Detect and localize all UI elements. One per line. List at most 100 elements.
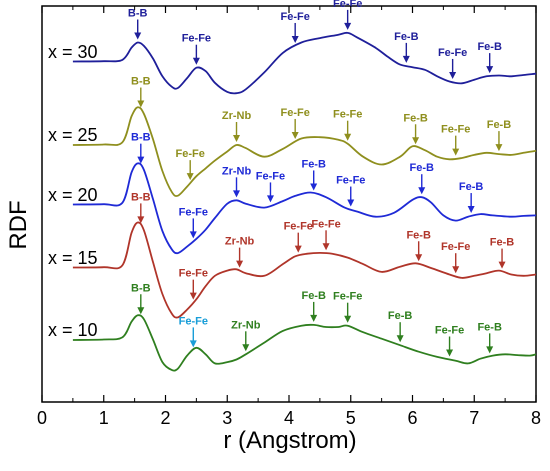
peak-annotation: Fe-B — [477, 321, 502, 354]
annotation-arrow-head — [412, 137, 420, 145]
peak-annotation: Fe-Fe — [179, 206, 208, 239]
peak-annotation: Fe-Fe — [284, 221, 313, 253]
annotation-label: Fe-Fe — [284, 221, 313, 233]
peak-annotation: Fe-B — [406, 229, 431, 262]
annotation-arrow-head — [189, 292, 197, 300]
peak-annotation: Fe-B — [388, 310, 413, 343]
peak-annotation: Fe-Fe — [281, 11, 310, 43]
peak-annotation: Fe-Fe — [311, 218, 341, 251]
curve-label: x = 25 — [48, 125, 98, 145]
annotation-arrow-head — [396, 335, 404, 343]
peak-annotation: Fe-Fe — [438, 47, 467, 79]
peak-annotation: Fe-B — [459, 181, 484, 214]
peak-annotation: B-B — [131, 282, 151, 315]
annotation-arrow-head — [446, 349, 454, 357]
annotation-arrow-head — [467, 206, 475, 214]
peak-annotation: Zr-Nb — [225, 236, 255, 268]
annotation-label: B-B — [128, 8, 148, 20]
x-tick-label: 4 — [284, 408, 294, 428]
curve-label: x = 20 — [48, 185, 98, 205]
annotation-arrow-head — [310, 183, 318, 191]
annotation-label: Fe-B — [477, 41, 502, 53]
annotation-arrow-head — [486, 66, 494, 74]
peak-annotation: Fe-B — [410, 162, 435, 195]
peak-annotation: Fe-Fe — [336, 175, 365, 207]
annotation-label: Fe-B — [403, 112, 428, 124]
peak-annotation: B-B — [128, 8, 148, 40]
peak-annotation: B-B — [131, 76, 151, 108]
annotation-label: B-B — [131, 282, 151, 294]
annotation-label: Fe-Fe — [336, 175, 365, 187]
peak-annotation: Fe-Fe — [333, 291, 362, 323]
curve-x-15 — [72, 221, 537, 319]
annotation-arrow-head — [137, 307, 145, 315]
annotation-label: Fe-B — [388, 310, 413, 322]
annotation-label: Fe-B — [459, 181, 484, 193]
x-tick-label: 5 — [346, 408, 356, 428]
annotation-arrow-head — [291, 35, 299, 43]
peak-annotation: Fe-Fe — [179, 268, 208, 300]
peak-annotation: Fe-Fe — [281, 107, 310, 139]
annotation-label: Fe-B — [394, 31, 419, 43]
annotation-arrow-head — [186, 173, 194, 181]
annotation-arrow-head — [452, 266, 460, 274]
curve-x-30 — [72, 31, 537, 95]
x-axis-title: r (Angstrom) — [223, 427, 356, 454]
annotation-label: Fe-B — [490, 237, 515, 249]
annotation-label: Fe-B — [477, 321, 502, 333]
annotation-label: Fe-Fe — [311, 218, 340, 230]
annotation-arrow-head — [402, 55, 410, 63]
annotation-arrow-head — [498, 261, 506, 269]
annotation-arrow-head — [233, 135, 241, 142]
annotation-arrow-head — [344, 315, 352, 323]
annotation-label: B-B — [131, 191, 151, 203]
annotation-arrow-head — [344, 22, 352, 30]
annotation-arrow-head — [344, 133, 352, 141]
x-tick-label: 6 — [407, 408, 417, 428]
annotation-label: Fe-B — [301, 158, 326, 170]
peak-annotation: Fe-B — [403, 112, 428, 145]
annotation-arrow-head — [233, 190, 241, 198]
annotation-label: Zr-Nb — [222, 110, 252, 122]
annotation-arrow-head — [291, 131, 299, 139]
annotation-label: Fe-Fe — [182, 33, 211, 45]
peak-annotation: Fe-B — [301, 158, 326, 191]
peak-annotation: Zr-Nb — [231, 319, 261, 352]
peak-annotation: Fe-Fe — [333, 109, 362, 141]
annotation-arrow-head — [189, 231, 197, 239]
annotation-arrow-head — [347, 199, 355, 207]
annotation-arrow-head — [189, 340, 197, 348]
annotation-label: Zr-Nb — [222, 165, 252, 177]
peak-annotation: Fe-Fe — [441, 124, 470, 156]
annotation-label: Fe-Fe — [176, 148, 205, 160]
annotation-label: Zr-Nb — [225, 236, 255, 248]
curve-x-25 — [72, 106, 537, 197]
annotation-label: Fe-Fe — [179, 315, 208, 327]
peak-annotation: Fe-B — [477, 41, 502, 74]
plot-area — [41, 5, 537, 403]
annotation-label: Fe-B — [406, 229, 431, 241]
peak-annotation: Fe-Fe — [176, 148, 205, 181]
plot-frame — [41, 5, 537, 403]
annotation-arrow-head — [137, 156, 145, 164]
peak-annotation: Fe-B — [394, 31, 419, 63]
annotation-label: Fe-Fe — [435, 325, 464, 337]
peak-annotation: B-B — [131, 132, 151, 164]
annotation-label: Fe-B — [487, 119, 512, 131]
annotation-arrow-head — [236, 260, 244, 268]
annotation-label: Fe-B — [410, 162, 435, 174]
annotation-arrow-head — [310, 314, 318, 322]
annotation-arrow-head — [294, 245, 302, 253]
curve-label: x = 30 — [48, 42, 98, 62]
annotation-arrow-head — [415, 254, 423, 262]
annotation-arrow-head — [134, 32, 142, 40]
annotation-label: Fe-Fe — [179, 206, 208, 218]
annotation-label: Fe-Fe — [333, 291, 362, 303]
x-tick-label: 1 — [99, 408, 109, 428]
curves — [72, 31, 537, 372]
annotation-label: Fe-Fe — [281, 11, 310, 23]
annotation-label: Fe-Fe — [438, 47, 467, 59]
curve-labels: x = 30 x = 25 x = 20 x = 15 x = 10 — [48, 42, 98, 340]
peak-annotation: Fe-Fe — [256, 170, 285, 203]
annotation-label: Fe-Fe — [333, 0, 362, 10]
